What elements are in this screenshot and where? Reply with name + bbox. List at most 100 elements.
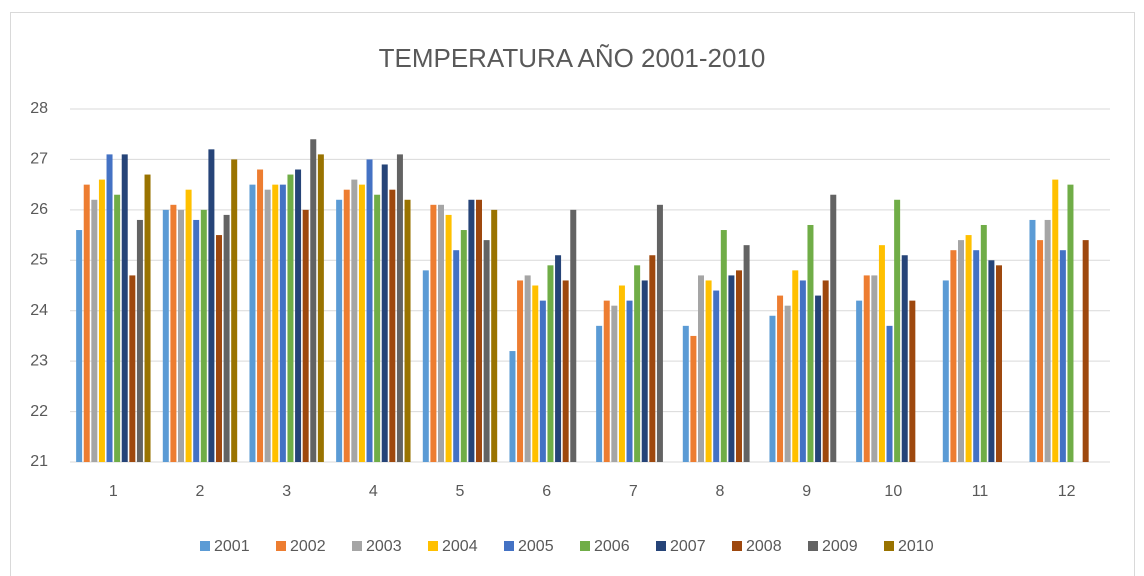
bar — [264, 189, 271, 462]
bar — [279, 184, 286, 462]
legend-label: 2003 — [366, 538, 402, 555]
legend-label: 2009 — [822, 538, 858, 555]
bar — [649, 255, 656, 462]
y-tick-label: 21 — [30, 453, 48, 470]
bar — [988, 260, 995, 462]
bar — [445, 214, 452, 462]
bar — [468, 199, 475, 462]
bar — [404, 199, 411, 462]
legend-label: 2001 — [214, 538, 250, 555]
bar — [682, 325, 689, 462]
bar — [509, 351, 516, 462]
bar — [208, 149, 215, 463]
bar — [1044, 219, 1051, 462]
bar — [562, 280, 569, 462]
y-tick-label: 27 — [30, 151, 48, 168]
bar — [216, 235, 222, 462]
legend-swatch — [200, 541, 210, 551]
bar — [698, 275, 704, 462]
bar — [1037, 240, 1044, 462]
bar — [626, 300, 633, 462]
bar — [121, 154, 128, 462]
bar — [83, 184, 90, 462]
bar — [973, 250, 980, 462]
bar — [162, 209, 169, 462]
bar — [641, 280, 648, 462]
bar — [136, 219, 143, 462]
legend-swatch — [580, 541, 590, 551]
legend-swatch — [428, 541, 438, 551]
bar — [453, 250, 460, 462]
bar — [460, 230, 467, 462]
bar — [539, 300, 546, 462]
x-tick-label: 8 — [716, 483, 725, 500]
legend-label: 2010 — [898, 538, 934, 555]
bar — [656, 204, 663, 463]
bar — [98, 179, 105, 462]
x-tick-label: 10 — [884, 483, 902, 500]
bar — [996, 265, 1002, 462]
bar — [178, 209, 184, 462]
bar — [769, 315, 776, 462]
bar — [524, 275, 531, 462]
bar — [603, 300, 610, 462]
bar — [807, 224, 814, 462]
legend-label: 2004 — [442, 538, 478, 555]
bar — [570, 209, 577, 462]
bar — [351, 179, 358, 462]
bar — [743, 245, 750, 462]
bar — [878, 245, 885, 462]
bar — [1052, 179, 1059, 462]
bar — [777, 295, 784, 462]
x-tick-label: 9 — [802, 483, 811, 500]
bar — [310, 139, 317, 462]
bar — [336, 199, 343, 462]
x-tick-label: 11 — [972, 483, 989, 500]
bar — [366, 159, 373, 462]
legend-label: 2002 — [290, 538, 326, 555]
bar — [1082, 240, 1089, 462]
bar — [555, 255, 562, 462]
bar — [958, 240, 964, 462]
bar — [374, 194, 381, 462]
bar — [223, 214, 230, 462]
bar — [822, 280, 829, 462]
bar — [200, 209, 207, 462]
bar — [129, 275, 136, 462]
bar — [547, 265, 554, 462]
bar — [863, 275, 870, 462]
bar — [1067, 184, 1074, 462]
bar — [965, 235, 972, 462]
bar — [980, 224, 987, 462]
x-tick-label: 6 — [542, 483, 551, 500]
bar — [856, 300, 863, 462]
bar — [736, 270, 742, 462]
x-tick-label: 1 — [109, 483, 118, 500]
legend-label: 2008 — [746, 538, 782, 555]
bar — [1059, 250, 1066, 462]
bar — [483, 240, 490, 462]
bar — [871, 275, 878, 462]
x-tick-label: 12 — [1058, 483, 1076, 500]
bar — [76, 230, 83, 462]
bar — [272, 184, 279, 462]
bar — [381, 164, 388, 462]
bar — [950, 250, 957, 462]
bar — [302, 209, 309, 462]
bar — [815, 295, 822, 462]
legend-swatch — [276, 541, 286, 551]
bar — [901, 255, 908, 462]
bar — [1029, 219, 1036, 462]
bar — [792, 270, 799, 462]
bar — [249, 184, 256, 462]
bar — [690, 335, 697, 462]
y-tick-label: 26 — [30, 201, 48, 218]
legend-swatch — [732, 541, 742, 551]
bar — [720, 230, 727, 462]
bar — [886, 325, 893, 462]
bar — [396, 154, 403, 462]
x-tick-label: 5 — [456, 483, 465, 500]
bar — [185, 189, 192, 462]
legend-swatch — [352, 541, 362, 551]
